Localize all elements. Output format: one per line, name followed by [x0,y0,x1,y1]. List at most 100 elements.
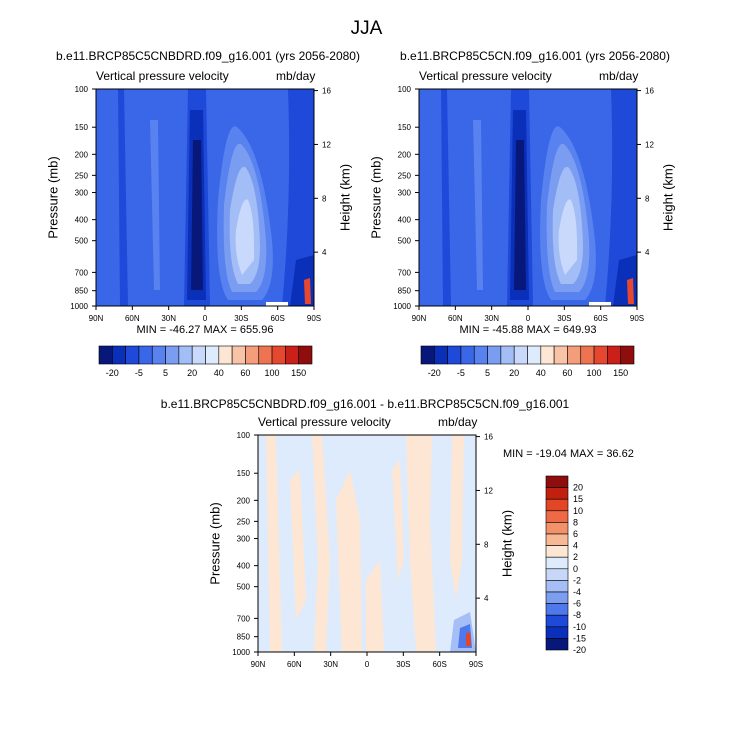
colorbar-swatch [545,580,569,593]
pressure-tick-label: 100 [398,85,412,94]
pressure-tick-label: 700 [237,614,251,623]
pressure-tick-label: 500 [75,237,89,246]
pressure-tick-label: 100 [75,85,89,94]
panel3-south-pole [458,624,472,648]
latitude-tick-label: 90N [89,314,104,323]
panel3-positive-region [406,435,436,652]
colorbar-swatch [545,510,569,523]
pressure-tick-label: 150 [398,123,412,132]
colorbar-label: -6 [573,599,581,609]
colorbar-swatch [567,345,582,365]
colorbar-label: 100 [587,368,602,378]
colorbar-label: 20 [573,483,583,493]
colorbar-swatch [545,568,569,581]
colorbar-swatch [218,345,233,365]
colorbar-swatch [580,345,595,365]
colorbar-swatch [205,345,220,365]
colorbar-swatch [545,626,569,639]
panel1-field [96,89,314,306]
panel3-background [258,435,476,652]
colorbar-swatch [271,345,286,365]
panel3-positive-region [336,470,362,652]
colorbar-label: 8 [573,517,578,527]
height-tick-label: 16 [645,87,654,96]
colorbar-swatch [112,345,126,365]
pressure-tick-label: 200 [75,150,89,159]
pressure-tick-label: 850 [237,633,251,642]
colorbar-label: -8 [573,610,581,620]
latitude-tick-label: 60N [287,660,302,669]
latitude-tick-label: 0 [203,314,208,323]
colorbar-swatch [500,345,515,365]
panel3-left-subtitle: Vertical pressure velocity [258,415,391,429]
colorbar-label: 2 [573,552,578,562]
latitude-tick-label: 90S [469,660,483,669]
colorbar-label: 5 [163,368,168,378]
pressure-tick-label: 250 [237,517,251,526]
colorbar-swatch [545,475,569,488]
colorbar-label: -2 [573,575,581,585]
colorbar-swatch [98,345,113,365]
latitude-tick-label: 0 [365,660,370,669]
panel1-streak [150,120,160,290]
colorbar-label: 40 [536,368,546,378]
latitude-tick-label: 90S [307,314,321,323]
panel2-ascent-core [510,110,529,300]
panel2-ascent-core [507,89,533,306]
latitude-tick-label: 30S [557,314,571,323]
panel2-subsidence [540,126,596,300]
pressure-tick-label: 300 [75,189,89,198]
pressure-tick-label: 100 [237,431,251,440]
colorbar-label: 100 [265,368,280,378]
latitude-tick-label: 30S [234,314,248,323]
colorbar-label: 40 [214,368,224,378]
panel3-positive-region [266,435,282,652]
height-tick-label: 4 [484,594,489,603]
panel1-right-subtitle: mb/day [276,69,316,83]
panel1-ground [266,302,288,306]
colorbar-swatch [620,345,635,365]
colorbar-label: -20 [573,645,586,655]
pressure-tick-label: 400 [237,562,251,571]
latitude-tick-label: 30N [161,314,176,323]
panel1-south-pole [290,255,314,306]
pressure-tick-label: 1000 [232,648,250,657]
panel1-stats: MIN = -46.27 MAX = 655.96 [136,324,274,336]
panel1-ascent-core [184,89,210,306]
panel1-colorbar: -20 -5 5 20 40 60 100 150 [98,345,313,378]
colorbar-label: -15 [573,633,586,643]
panel1-subsidence [223,143,267,292]
latitude-tick-label: 90N [412,314,427,323]
panel3-positive-region [312,435,330,652]
colorbar-swatch [545,498,569,512]
latitude-tick-label: 60S [433,660,447,669]
panel1-left-subtitle: Vertical pressure velocity [96,69,229,83]
panel3-stats: MIN = -19.04 MAX = 36.62 [503,448,634,460]
colorbar-swatch [258,345,273,365]
panel3-right-subtitle: mb/day [438,415,478,429]
pressure-tick-label: 150 [237,469,251,478]
colorbar-swatch [178,345,193,365]
panel1-ascent-core [187,110,206,300]
pressure-tick-label: 850 [75,287,89,296]
colorbar-label: 0 [573,564,578,574]
panel1-frame [95,88,315,307]
pressure-tick-label: 1000 [70,302,88,311]
latitude-tick-label: 90N [251,660,266,669]
pressure-tick-label: 150 [75,123,89,132]
panel3-right-ylabel: Height (km) [499,509,515,578]
latitude-tick-label: 0 [526,314,531,323]
colorbar-swatch [545,614,569,628]
colorbar-label: 20 [187,368,197,378]
latitude-tick-label: 90S [630,314,644,323]
panel3-positive-region [290,470,306,620]
panel1-ascent-core [191,140,203,290]
height-tick-label: 4 [322,248,327,257]
colorbar-swatch [473,345,488,365]
panel1-subsidence [235,199,255,275]
panel1-south-pole [304,278,311,304]
colorbar-label: 4 [573,541,578,551]
panel2-ylabel: Pressure (mb) [368,156,384,239]
